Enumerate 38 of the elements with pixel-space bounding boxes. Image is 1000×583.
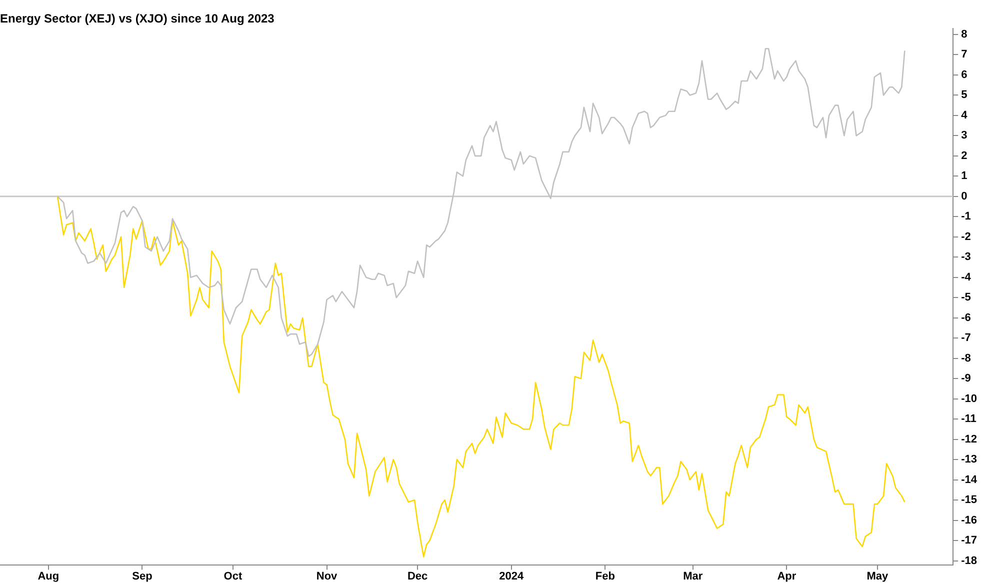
y-tick-label: -6	[961, 312, 971, 324]
y-tick-label: -18	[961, 554, 978, 567]
y-tick-label: -4	[961, 271, 972, 284]
y-tick-label: -15	[961, 494, 978, 506]
y-tick-label: -8	[961, 352, 971, 364]
y-tick-label: -5	[961, 292, 971, 304]
y-tick-label: 1	[961, 170, 968, 182]
x-tick-label: Sep	[132, 570, 153, 582]
y-tick-label: 5	[961, 89, 968, 102]
y-tick-label: -7	[961, 332, 971, 344]
y-tick-label: 6	[961, 68, 968, 81]
y-tick-label: 7	[961, 48, 968, 61]
x-tick-label: May	[866, 570, 890, 582]
x-tick-label: 2024	[499, 570, 524, 582]
x-tick-label: Mar	[683, 570, 704, 582]
y-tick-label: -14	[961, 474, 978, 486]
y-tick-label: -11	[961, 413, 976, 426]
x-tick-label: Apr	[777, 570, 797, 582]
x-tick-label: Dec	[407, 570, 428, 582]
y-tick-label: 2	[961, 150, 968, 162]
x-tick-label: Nov	[316, 570, 338, 582]
y-tick-label: -10	[961, 392, 978, 405]
y-tick-label: -9	[961, 372, 971, 385]
x-tick-label: Oct	[224, 570, 242, 582]
x-tick-label: Aug	[38, 570, 60, 582]
chart-title: Energy Sector (XEJ) vs (XJO) since 10 Aug 2023	[0, 12, 275, 26]
y-tick-label: -12	[961, 433, 978, 446]
y-tick-label: 8	[961, 28, 968, 41]
y-tick-label: -17	[961, 534, 978, 547]
y-tick-label: -13	[961, 454, 978, 466]
y-tick-label: 4	[961, 109, 968, 122]
x-tick-label: Feb	[595, 570, 616, 582]
y-tick-label: -1	[961, 210, 971, 223]
y-tick-label: -16	[961, 514, 978, 526]
y-tick-label: 0	[961, 190, 968, 202]
y-tick-label: -3	[961, 251, 971, 264]
y-tick-label: 3	[961, 130, 968, 142]
y-tick-label: -2	[961, 230, 971, 243]
